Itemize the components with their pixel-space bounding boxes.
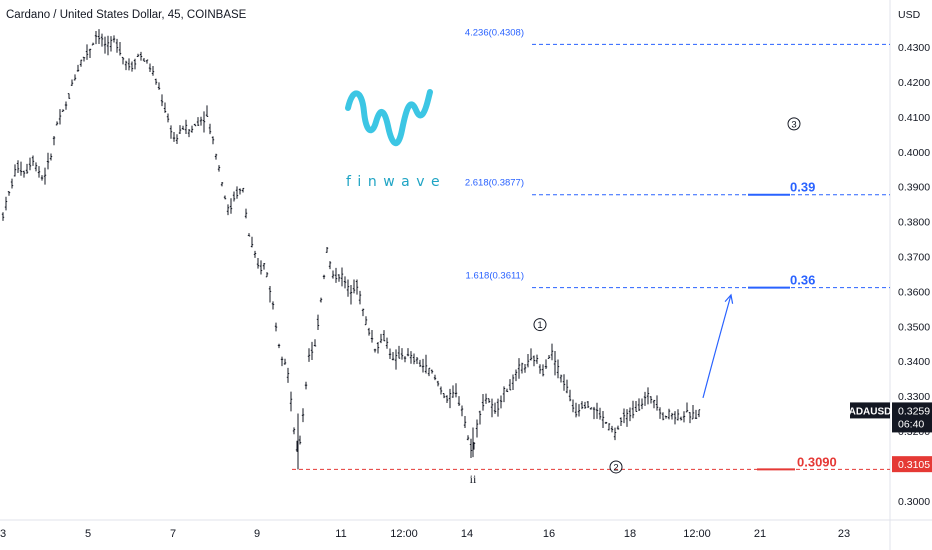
price-axis[interactable]: 0.30000.31000.32000.33000.34000.35000.36… xyxy=(849,42,932,508)
chart-title: Cardano / United States Dollar, 45, COIN… xyxy=(6,9,247,21)
time-tick-label: 12:00 xyxy=(683,528,711,540)
time-tick-label: 16 xyxy=(543,528,555,540)
wave-labels: 1 2 3 ii xyxy=(470,117,801,486)
last-price-tag[interactable] xyxy=(892,402,932,433)
time-axis[interactable]: 3 5 7 9 11 12:00 14 16 18 12:00 21 23 xyxy=(0,528,850,540)
price-tick-label: 0.4200 xyxy=(898,77,930,89)
fib-level-label: 4.236(0.4308) xyxy=(465,27,524,38)
time-tick-label: 7 xyxy=(170,528,176,540)
projection-arrow xyxy=(702,293,734,399)
target-marker-label: 0.39 xyxy=(790,180,815,195)
target-marker-label: 0.36 xyxy=(790,273,815,288)
wave-circle xyxy=(787,117,801,131)
support-price-tag[interactable] xyxy=(892,456,932,473)
currency-label: USD xyxy=(898,9,921,21)
time-tick-label: 9 xyxy=(254,528,260,540)
bar-countdown: 06:40 xyxy=(898,418,924,430)
time-tick-label: 5 xyxy=(85,528,91,540)
price-tick-label: 0.3500 xyxy=(898,321,930,333)
finwave-logo-icon xyxy=(345,89,433,146)
price-tick-label: 0.3300 xyxy=(898,391,930,403)
fib-levels: 4.236(0.4308) 2.618(0.3877) 1.618(0.3611) xyxy=(465,27,890,289)
logo-text: finwave xyxy=(346,174,447,190)
support-price-value: 0.3105 xyxy=(898,459,930,471)
target-marker-label: 0.3090 xyxy=(797,454,837,469)
wave-label: 2 xyxy=(613,462,618,473)
price-tick-label: 0.3000 xyxy=(898,496,930,508)
time-tick-label: 11 xyxy=(335,528,346,540)
wave-circle xyxy=(609,460,623,474)
fib-level-label: 2.618(0.3877) xyxy=(465,178,524,189)
price-tick-label: 0.4100 xyxy=(898,112,930,124)
last-price-value: 0.3259 xyxy=(898,405,930,417)
wave-label: ii xyxy=(470,472,477,486)
time-tick-label: 23 xyxy=(838,528,850,540)
time-tick-label: 14 xyxy=(461,528,473,540)
wave-label: 1 xyxy=(537,320,542,331)
price-tick-label: 0.3800 xyxy=(898,217,930,229)
symbol-tag-label: ADAUSD xyxy=(849,406,892,417)
time-tick-label: 12:00 xyxy=(390,528,418,540)
candles xyxy=(1,29,701,470)
symbol-tag[interactable] xyxy=(850,402,890,419)
projection-arrow-head xyxy=(724,293,734,304)
time-tick-label: 3 xyxy=(0,528,6,540)
wave-label: 3 xyxy=(791,119,796,130)
price-tick-label: 0.3600 xyxy=(898,286,930,298)
price-tick-label: 0.3900 xyxy=(898,182,930,194)
price-tick-label: 0.3400 xyxy=(898,356,930,368)
time-tick-label: 21 xyxy=(754,528,766,540)
projection-arrow-shaft xyxy=(702,294,732,399)
target-markers: 0.39 0.36 0.3090 xyxy=(748,180,837,471)
fib-level-label: 1.618(0.3611) xyxy=(466,271,524,282)
price-tick-label: 0.4000 xyxy=(898,147,930,159)
price-tick-label: 0.3700 xyxy=(898,252,930,264)
time-tick-label: 18 xyxy=(624,528,636,540)
price-tick-label: 0.4300 xyxy=(898,42,930,54)
wave-circle xyxy=(533,318,547,332)
